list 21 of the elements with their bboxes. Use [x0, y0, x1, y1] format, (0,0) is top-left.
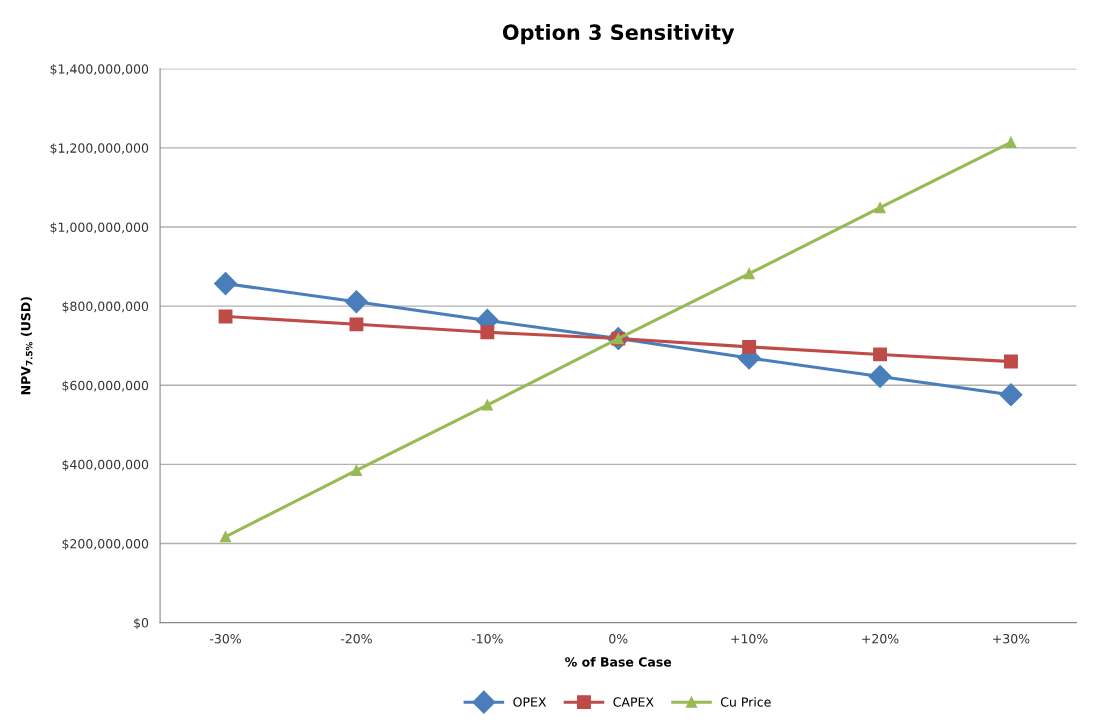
legend-label: CAPEX [613, 697, 654, 707]
y-tick-label: $0 [134, 617, 149, 630]
y-tick-label: $1,200,000,000 [50, 143, 149, 155]
y-axis-title: NPV$_{7.5%}$ (USD) [20, 297, 33, 395]
legend-label: OPEX [513, 697, 547, 707]
y-tick-label: $200,000,000 [62, 538, 149, 551]
x-tick-label: 0% [609, 633, 628, 644]
chart-title: Option 3 Sensitivity [502, 23, 735, 45]
x-tick-label: -10% [471, 633, 503, 644]
y-tick-label: $1,000,000,000 [50, 222, 149, 234]
x-tick-label: -30% [210, 633, 241, 644]
x-tick-label: +10% [731, 633, 768, 644]
y-tick-label: $400,000,000 [62, 459, 149, 471]
y-tick-label: $800,000,000 [62, 301, 149, 313]
x-tick-label: -20% [340, 633, 372, 644]
x-axis-title: % of Base Case [565, 656, 672, 667]
x-tick-label: +30% [993, 633, 1030, 644]
y-tick-label: $1,400,000,000 [50, 64, 149, 76]
x-tick-label: +20% [862, 633, 899, 644]
y-tick-label: $600,000,000 [62, 380, 149, 392]
legend-label: Cu Price [720, 697, 771, 707]
